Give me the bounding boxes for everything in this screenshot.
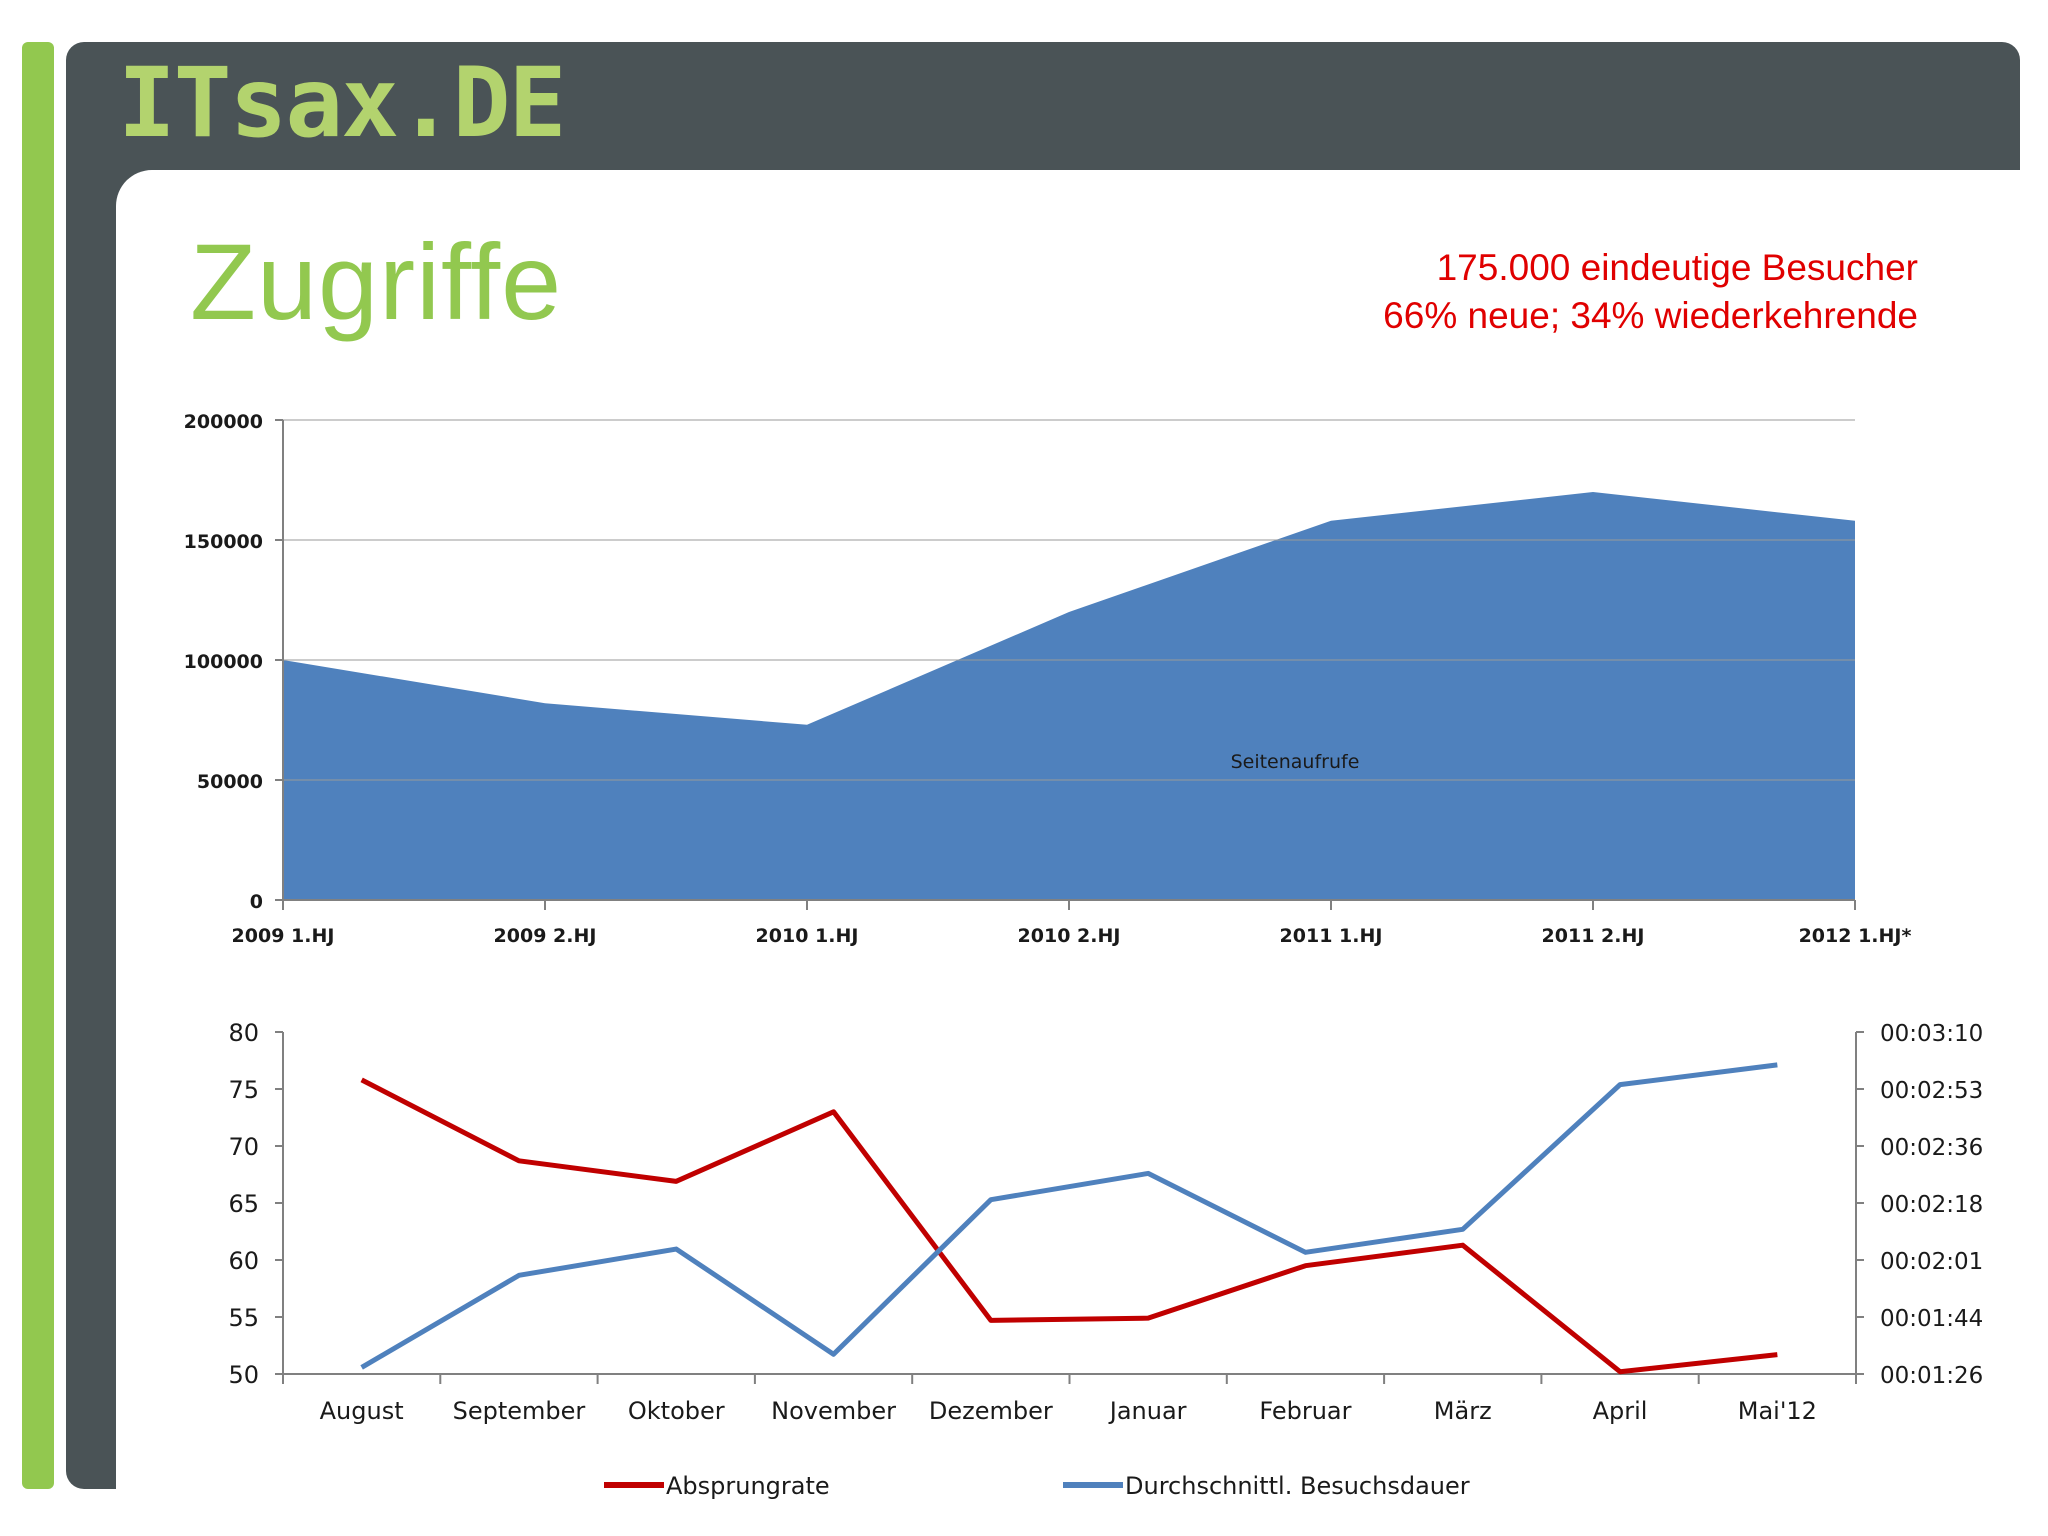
x-tick-label: Februar — [1259, 1397, 1351, 1425]
x-tick-label: 2011 2.HJ — [1542, 925, 1645, 947]
right-y-tick-label: 00:02:53 — [1880, 1078, 1983, 1104]
bounce-duration-line-chart: 50 55 60 65 70 75 80 00:01:26 00:01:44 00:02:01 00… — [228, 1019, 1983, 1500]
x-tick-label: Mai'12 — [1738, 1397, 1817, 1425]
series-label: Seitenaufrufe — [1231, 751, 1360, 773]
x-tick-label: April — [1593, 1397, 1648, 1425]
x-tick-label: August — [320, 1397, 404, 1425]
line-series-besuchsdauer — [360, 1062, 1778, 1370]
x-tick-label: 2012 1.HJ* — [1799, 925, 1912, 947]
area-series-seitenaufrufe — [283, 492, 1855, 900]
stat-new-returning: 66% neue; 34% wiederkehrende — [1383, 295, 1918, 336]
left-y-tick-label: 60 — [228, 1247, 259, 1275]
right-y-tick-label: 00:01:44 — [1880, 1306, 1983, 1332]
left-y-tick-label: 65 — [228, 1190, 259, 1218]
x-tick-label: 2010 2.HJ — [1018, 925, 1121, 947]
legend-label-absprungrate: Absprungrate — [666, 1472, 830, 1500]
pageviews-area-chart: 0 50000 100000 150000 200000 2009 1.HJ 2009 2.… — [184, 411, 1912, 947]
x-tick-label: 2009 1.HJ — [232, 925, 335, 947]
left-y-tick-label: 70 — [228, 1133, 259, 1161]
right-y-tick-label: 00:02:36 — [1880, 1135, 1983, 1161]
legend-label-besuchsdauer: Durchschnittl. Besuchsdauer — [1125, 1472, 1470, 1500]
x-tick-label: März — [1434, 1397, 1492, 1425]
right-y-tick-label: 00:02:01 — [1880, 1249, 1983, 1275]
left-y-tick-label: 75 — [228, 1076, 259, 1104]
left-y-tick-label: 50 — [228, 1361, 259, 1389]
y-tick-label: 150000 — [184, 531, 263, 553]
right-y-tick-label: 00:03:10 — [1880, 1021, 1983, 1047]
logo: ITsax.DE — [118, 52, 566, 156]
x-tick-label: Dezember — [929, 1397, 1053, 1425]
left-y-tick-label: 80 — [228, 1019, 259, 1047]
line-series-absprungrate — [360, 1077, 1778, 1375]
stats-block: 175.000 eindeutige Besucher 66% neue; 34… — [1383, 244, 1918, 340]
logo-text: ITsax.DE — [118, 52, 564, 156]
x-tick-label: 2011 1.HJ — [1280, 925, 1383, 947]
x-tick-label: 2010 1.HJ — [756, 925, 859, 947]
y-tick-label: 100000 — [184, 651, 263, 673]
stat-unique-visitors: 175.000 eindeutige Besucher — [1436, 247, 1918, 288]
x-tick-label: November — [771, 1397, 896, 1425]
left-y-tick-label: 55 — [228, 1304, 259, 1332]
right-y-tick-label: 00:01:26 — [1880, 1363, 1983, 1389]
x-tick-label: Januar — [1108, 1397, 1187, 1425]
y-tick-label: 50000 — [197, 771, 263, 793]
x-tick-label: 2009 2.HJ — [494, 925, 597, 947]
accent-side-bar — [22, 42, 54, 1489]
x-tick-label: Oktober — [628, 1397, 725, 1425]
x-tick-label: September — [453, 1397, 586, 1425]
right-y-tick-label: 00:02:18 — [1880, 1192, 1983, 1218]
page-title: Zugriffe — [190, 221, 563, 342]
y-tick-label: 200000 — [184, 411, 263, 433]
y-tick-label: 0 — [250, 891, 263, 913]
